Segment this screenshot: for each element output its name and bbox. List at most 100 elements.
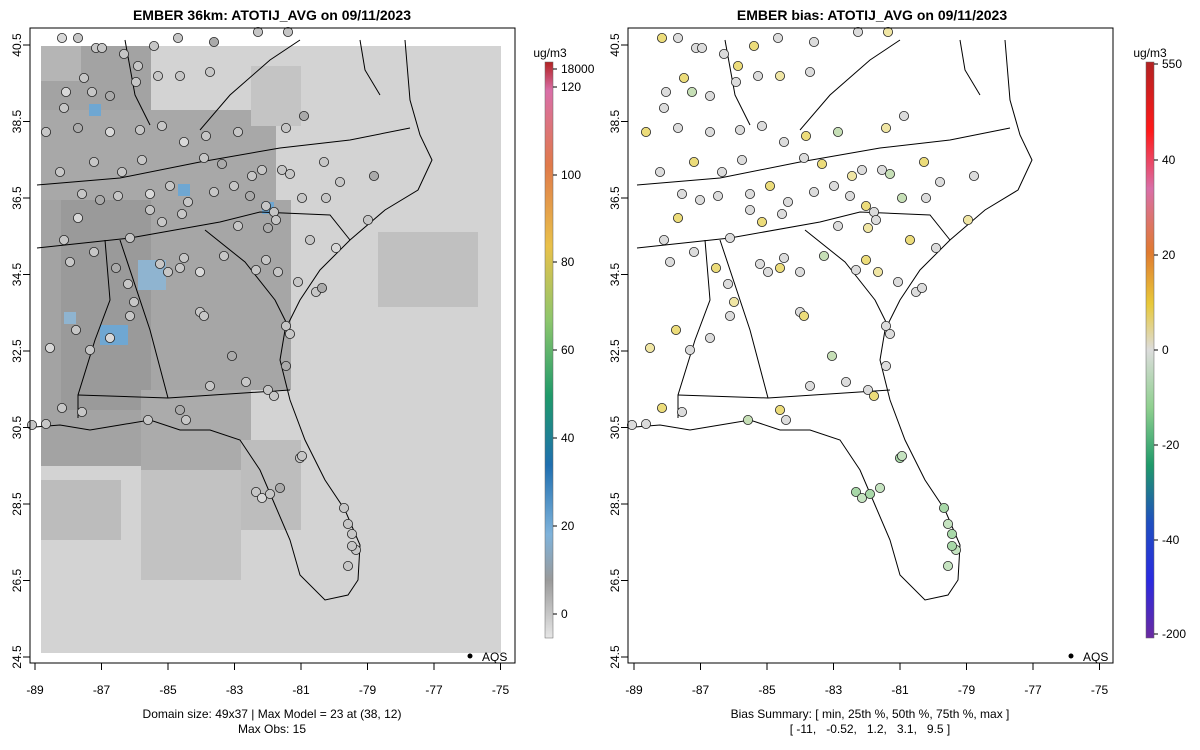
aqs-site-marker: [89, 156, 100, 167]
aqs-site-marker: [128, 296, 139, 307]
aqs-site-marker: [296, 192, 307, 203]
left-map-outline: [34, 39, 433, 601]
bias-site-marker: [779, 136, 790, 147]
y-tick-label: 34.5: [608, 262, 622, 286]
aqs-site-marker: [89, 246, 100, 257]
aqs-site-marker: [240, 376, 251, 387]
bias-site-marker: [885, 328, 896, 339]
bias-site-marker: [645, 342, 656, 353]
left-state-line-va: [199, 39, 301, 131]
y-tick-label: 24.5: [608, 645, 622, 669]
aqs-site-marker: [73, 212, 84, 223]
aqs-site-marker: [368, 170, 379, 181]
aqs-site-marker: [180, 414, 191, 425]
left-state-line-al: [119, 239, 169, 399]
aqs-site-marker: [262, 384, 273, 395]
grid-cell-corner: [41, 46, 81, 81]
aqs-site-marker: [125, 310, 136, 321]
aqs-site-marker: [270, 214, 281, 225]
grid-cell-blue: [100, 325, 128, 345]
bias-site-marker: [899, 111, 910, 122]
aqs-site-marker: [132, 61, 143, 72]
aqs-site-marker: [218, 250, 229, 261]
left-x-axis: -89 -87 -85 -83 -81 -79 -77 -75: [26, 663, 509, 697]
right-colorbar-ticks: 550 40 20 0 -20 -40 -200: [1154, 57, 1186, 641]
bias-site-marker: [805, 380, 816, 391]
bias-site-marker: [881, 320, 892, 331]
colorbar-tick-label: 60: [561, 343, 575, 357]
y-tick-label: 26.5: [608, 568, 622, 592]
bias-site-marker: [673, 33, 684, 44]
left-state-line-ky: [36, 127, 411, 186]
aqs-site-marker: [85, 344, 96, 355]
bias-site-marker: [781, 414, 792, 425]
aqs-site-marker: [250, 486, 261, 497]
x-tick-label: -75: [492, 683, 510, 697]
bias-site-marker: [731, 77, 742, 88]
bias-site-marker: [865, 488, 876, 499]
bias-site-marker: [969, 170, 980, 181]
aqs-site-marker: [216, 158, 227, 169]
aqs-site-marker: [262, 222, 273, 233]
right-legend-label: AQS: [1083, 650, 1108, 664]
colorbar-tick-label: 40: [561, 431, 575, 445]
right-state-line-md: [959, 39, 981, 96]
aqs-site-marker: [182, 196, 193, 207]
aqs-site-marker: [142, 414, 153, 425]
y-tick-label: 40.5: [608, 33, 622, 57]
aqs-site-marker: [134, 125, 145, 136]
aqs-site-marker: [57, 33, 68, 44]
bias-site-marker: [725, 310, 736, 321]
right-x-axis: -89 -87 -85 -83 -81 -79 -77 -75: [625, 663, 1108, 697]
bias-site-marker: [863, 222, 874, 233]
colorbar-tick-label: 100: [561, 168, 581, 182]
bias-site-marker: [695, 194, 706, 205]
left-state-line-oh: [124, 39, 151, 126]
bias-site-marker: [733, 61, 744, 72]
x-tick-label: -75: [1091, 683, 1109, 697]
aqs-site-marker: [174, 71, 185, 82]
aqs-site-marker: [284, 168, 295, 179]
bias-site-marker: [827, 350, 838, 361]
bias-site-marker: [809, 37, 820, 48]
bias-site-marker: [757, 121, 768, 132]
bias-site-marker: [719, 49, 730, 60]
bias-site-marker: [687, 87, 698, 98]
aqs-site-marker: [26, 419, 37, 430]
right-footer-line1: Bias Summary: [ min, 25th %, 50th %, 75t…: [731, 707, 1010, 721]
x-tick-label: -89: [26, 683, 44, 697]
bias-site-marker: [919, 156, 930, 167]
bias-site-marker: [783, 196, 794, 207]
bias-site-marker: [661, 87, 672, 98]
bias-site-marker: [729, 296, 740, 307]
aqs-site-marker: [334, 176, 345, 187]
right-title: EMBER bias: ATOTIJ_AVG on 09/11/2023: [737, 7, 1007, 23]
bias-site-marker: [857, 164, 868, 175]
right-colorbar-unit: ug/m3: [1133, 46, 1167, 60]
aqs-site-marker: [71, 324, 82, 335]
bias-site-marker: [869, 390, 880, 401]
grid-cell-gulf: [41, 480, 121, 540]
aqs-site-marker: [256, 492, 267, 503]
aqs-site-marker: [256, 164, 267, 175]
right-state-line-oh: [724, 39, 751, 126]
aqs-site-marker: [117, 166, 128, 177]
right-state-line-al: [719, 239, 769, 399]
aqs-site-marker: [105, 127, 116, 138]
colorbar-tick-label: 20: [561, 519, 575, 533]
bias-site-marker: [875, 482, 886, 493]
x-tick-label: -89: [625, 683, 643, 697]
aqs-site-marker: [298, 111, 309, 122]
aqs-site-marker: [226, 350, 237, 361]
bias-site-marker: [943, 561, 954, 572]
left-legend-label: AQS: [482, 650, 507, 664]
bias-site-marker: [641, 127, 652, 138]
y-tick-label: 36.5: [608, 186, 622, 210]
aqs-site-marker: [228, 180, 239, 191]
left-state-line-ms: [77, 239, 111, 418]
right-legend-marker: [1068, 653, 1074, 659]
aqs-site-marker: [73, 123, 84, 134]
left-panel: EMBER 36km: ATOTIJ_AVG on 09/11/2023: [10, 7, 595, 736]
bias-site-marker: [893, 276, 904, 287]
aqs-site-marker: [232, 220, 243, 231]
